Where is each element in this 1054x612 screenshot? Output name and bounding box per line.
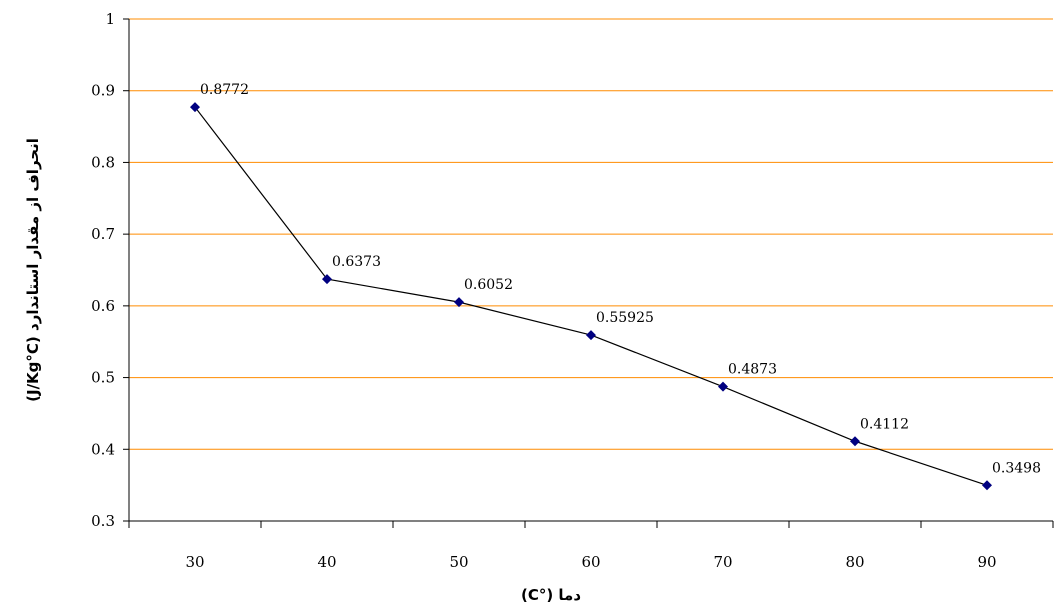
- axes: [128, 19, 1053, 522]
- x-axis-ticks: 30 40 50 60 70 80 90: [128, 521, 1054, 571]
- data-point-marker: [586, 330, 596, 341]
- y-axis-ticks: 0.3 0.4 0.5 0.6 0.7 0.8 0.9 1: [91, 10, 129, 530]
- y-tick-label: 0.3: [91, 512, 115, 530]
- y-tick-label: 0.9: [91, 82, 115, 100]
- y-tick-label: 0.6: [91, 297, 115, 315]
- x-axis-title: دما (°C): [521, 586, 581, 604]
- x-tick-label: 90: [977, 553, 996, 571]
- data-label: 0.4873: [728, 362, 777, 378]
- y-axis-title: انحراف از مقدار استاندارد (J/Kg°C): [24, 138, 42, 402]
- data-label: 0.6052: [464, 277, 513, 293]
- data-label: 0.4112: [860, 416, 909, 432]
- data-label: 0.55925: [596, 310, 654, 326]
- data-label: 0.8772: [200, 82, 249, 98]
- y-tick-label: 0.8: [91, 153, 115, 171]
- x-tick-label: 50: [449, 553, 468, 571]
- x-tick-label: 70: [713, 553, 732, 571]
- data-point-marker: [322, 274, 332, 285]
- data-point-marker: [718, 381, 728, 392]
- y-tick-label: 0.5: [91, 369, 115, 387]
- y-tick-label: 1: [105, 10, 115, 28]
- data-point-marker: [454, 297, 464, 308]
- x-tick-label: 60: [581, 553, 600, 571]
- gridlines: [129, 18, 1053, 450]
- data-point-marker: [850, 436, 860, 447]
- x-tick-label: 30: [185, 553, 204, 571]
- data-label: 0.6373: [332, 254, 381, 270]
- x-tick-label: 40: [317, 553, 336, 571]
- y-tick-label: 0.4: [91, 440, 115, 458]
- y-tick-label: 0.7: [91, 225, 115, 243]
- data-labels: 0.8772 0.6373 0.6052 0.55925 0.4873 0.4112 0.3…: [200, 82, 1041, 476]
- series-line: [190, 102, 992, 491]
- data-point-marker: [190, 102, 200, 113]
- data-point-marker: [982, 480, 992, 491]
- data-label: 0.3498: [992, 460, 1041, 476]
- x-tick-label: 80: [845, 553, 864, 571]
